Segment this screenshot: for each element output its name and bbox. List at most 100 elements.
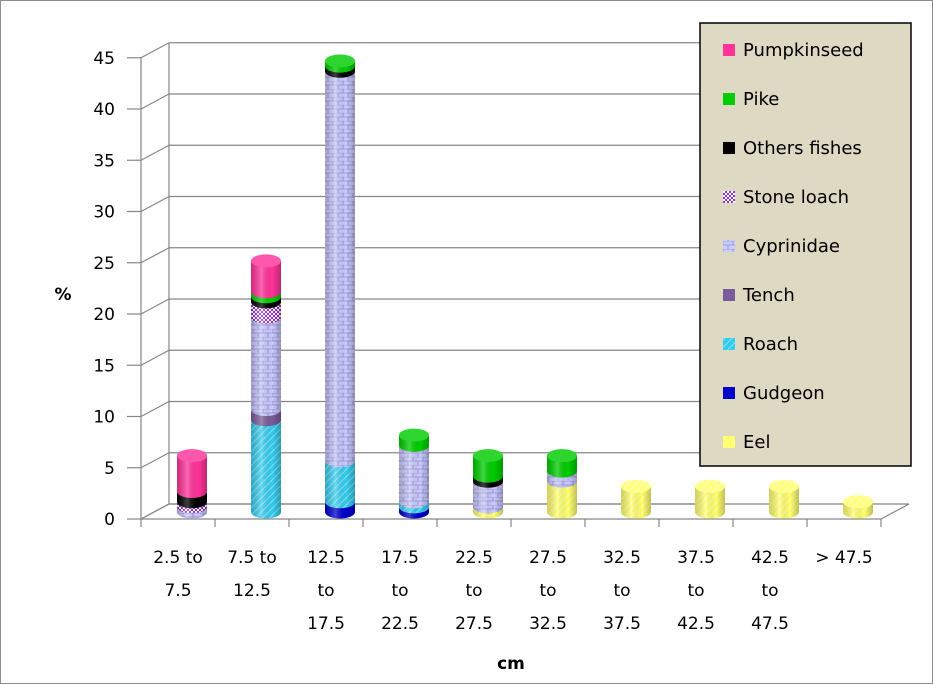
cap-fill (177, 449, 207, 463)
legend-swatch-pattern (723, 191, 735, 203)
y-tick-label: 30 (93, 203, 115, 223)
y-tick-label: 15 (93, 356, 115, 376)
label-layer: 0 5 10 15 20 25 30 35 40 45 2.5 to 7.5 7.5 to 12.5 12.… (93, 49, 872, 634)
bar-segment (251, 419, 281, 519)
segment-shade (473, 481, 503, 514)
x-tick-label: 12.5 (307, 548, 345, 568)
cap-fill (251, 254, 281, 268)
legend-item: Pike (723, 89, 779, 110)
x-axis-title: cm (497, 654, 525, 674)
gridline-slant (140, 298, 170, 315)
legend-label: Tench (742, 285, 795, 306)
legend-item: Cyprinidae (723, 236, 840, 257)
segment-shade (251, 419, 281, 519)
x-tick-label: to (761, 581, 778, 601)
segment-shade (769, 486, 799, 519)
bar-segment (473, 455, 503, 483)
x-tick-label: 32.5 (603, 548, 641, 568)
gridline-slant (140, 144, 170, 161)
bar-top-cap (473, 449, 503, 463)
x-tick-label: 42.5 (677, 614, 715, 634)
gridline-slant (140, 42, 170, 59)
legend-item: Roach (723, 334, 798, 355)
cap-highlight (325, 54, 355, 68)
x-tick-label: 2.5 to (153, 548, 203, 568)
gridline-slant (140, 400, 170, 418)
x-tick-label: 27.5 (529, 548, 567, 568)
y-tick-label: 25 (93, 254, 115, 274)
bar-top-cap (177, 449, 207, 463)
cap-highlight (251, 254, 281, 268)
bar-segment (547, 481, 577, 519)
y-tick-label: 10 (93, 408, 115, 428)
legend-swatch (723, 387, 735, 399)
legend-label: Pike (743, 89, 779, 110)
bar-segment (325, 460, 355, 509)
cap-highlight (177, 449, 207, 463)
legend-label: Others fishes (743, 138, 862, 159)
segment-shade (473, 455, 503, 483)
x-tick-label: 22.5 (381, 614, 419, 634)
cap-pattern (769, 479, 799, 493)
x-tick-label: 47.5 (751, 614, 789, 634)
cap-highlight (621, 479, 651, 493)
cap-pattern (621, 479, 651, 493)
floor-plane (140, 503, 910, 520)
gridline-slant (140, 247, 170, 264)
legend-swatch (723, 142, 735, 154)
bar-segment (251, 317, 281, 417)
x-tick-label: 22.5 (455, 548, 493, 568)
x-tick-label: 37.5 (603, 614, 641, 634)
bar-segment (769, 486, 799, 519)
cap-fill (473, 449, 503, 463)
segment-shade (325, 460, 355, 509)
segment-shade (177, 455, 207, 498)
x-tick-label: 32.5 (529, 614, 567, 634)
legend-item: Others fishes (723, 138, 862, 159)
cap-highlight (473, 449, 503, 463)
x-tick-label: 42.5 (751, 548, 789, 568)
bar-top-cap (325, 54, 355, 68)
x-tick-label: > 47.5 (815, 548, 873, 568)
bar-segment (473, 481, 503, 514)
bar-segment (177, 455, 207, 498)
bar-layer (177, 54, 873, 519)
legend-swatch-pattern (723, 240, 735, 252)
y-tick-label: 5 (104, 459, 115, 479)
x-tick-label: 27.5 (455, 614, 493, 634)
legend-label: Cyprinidae (743, 236, 840, 257)
legend-swatch-pattern (723, 436, 735, 448)
y-axis-title: % (54, 285, 71, 305)
legend-swatch-pattern (723, 338, 735, 350)
x-tick-label: to (391, 581, 408, 601)
bar-top-cap (547, 449, 577, 463)
gridline-slant (140, 452, 170, 469)
x-tick-label: to (317, 581, 334, 601)
segment-shade (621, 486, 651, 519)
legend-item: Pumpkinseed (723, 40, 864, 61)
legend-label: Pumpkinseed (743, 40, 864, 61)
bar-top-cap (251, 254, 281, 268)
x-tick-label: to (465, 581, 482, 601)
bar-segment (399, 445, 429, 509)
bar-segment (325, 71, 355, 468)
legend-label: Roach (743, 334, 798, 355)
legend: Pumpkinseed Pike Others fishes Stone loach C… (699, 22, 912, 467)
cap-pattern (843, 495, 873, 509)
legend-item: Eel (723, 432, 770, 453)
legend-swatch (723, 289, 735, 301)
y-tick-label: 35 (93, 151, 115, 171)
cap-fill (325, 54, 355, 68)
x-tick-label: 37.5 (677, 548, 715, 568)
cap-highlight (399, 428, 429, 442)
x-tick-label: to (539, 581, 556, 601)
x-tick-label: to (687, 581, 704, 601)
legend-swatch (723, 44, 735, 56)
bar-top-cap (621, 479, 651, 493)
bar-top-cap (843, 495, 873, 509)
legend-item: Gudgeon (723, 383, 825, 404)
segment-shade (547, 481, 577, 519)
legend-label: Eel (743, 432, 770, 453)
